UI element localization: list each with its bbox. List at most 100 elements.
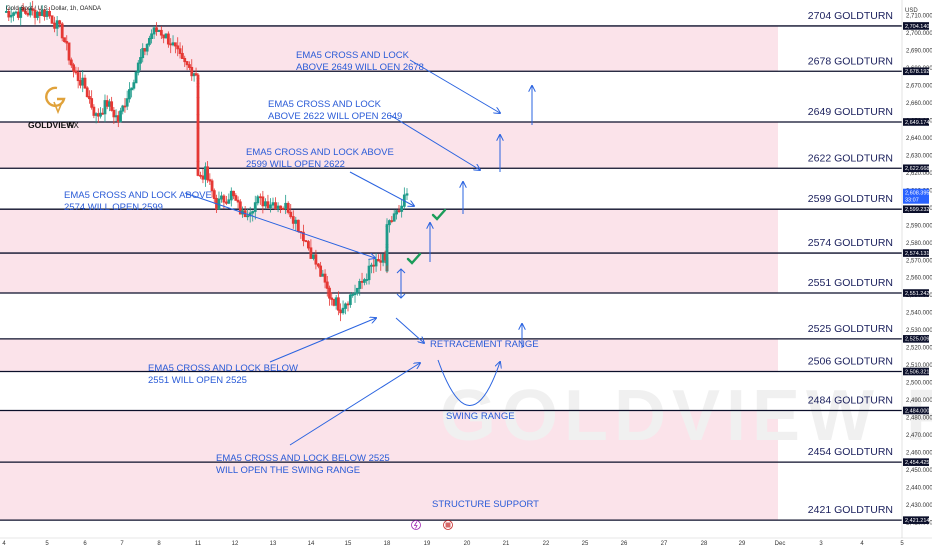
time-tick-label: 4 [2,541,6,547]
candle-body [119,110,122,123]
candle-body [258,196,262,199]
candle-body [141,48,145,59]
swing-curve-icon [437,359,500,406]
candle-body [176,45,180,50]
candle-body [143,48,147,52]
candle-body [67,42,71,61]
candle-body [328,287,331,299]
checkmark-icon [431,208,447,221]
annotation-line: EMA5 CROSS AND LOCK BELOW [148,363,298,374]
annotation-line: EMA5 CROSS AND LOCK [268,99,382,110]
candle-body [4,10,8,13]
candle-body [136,62,140,73]
price-tick-label: 2,540.000 [906,311,932,317]
candle-body [370,264,373,267]
candle-body [390,220,394,222]
candle-body [31,8,35,11]
candle-body [125,98,129,107]
candle-body [309,247,313,259]
candle-body [314,254,318,265]
level-label: 2649 GOLDTURN [808,106,893,118]
price-tick-label: 2,480.000 [906,415,932,421]
price-tick-label: 2,640.000 [906,136,932,142]
price-tick-label: 2,490.000 [906,398,932,404]
candle-body [85,87,89,98]
candle-body [72,64,75,72]
candle-body [319,265,323,277]
candle-body [48,10,51,17]
candle-body [302,231,305,242]
time-tick-label: 11 [195,541,202,547]
swing-range-label: SWING RANGE [446,411,515,422]
candle-body [334,297,338,306]
time-tick-label: 22 [543,541,550,547]
candle-body [212,190,216,199]
price-tick-label: 2,520.000 [906,346,932,352]
candle-body [40,9,44,16]
candle-body [63,37,66,43]
level-label: 2599 GOLDTURN [808,193,893,205]
candle-body [164,33,168,39]
watermark-text: GOLDVIEW FX [440,376,932,456]
price-tick-label: 2,590.000 [906,223,932,229]
candle-body [159,29,163,36]
price-tick-label: 2,440.000 [906,485,932,491]
price-tick-label: 2,560.000 [906,276,932,282]
candle-body [83,77,87,89]
candle-body [232,190,235,197]
candle-body [332,298,336,306]
level-label: 2678 GOLDTURN [808,55,893,67]
candle-body [388,220,391,226]
current-price-text: 2,608.395 [905,191,929,197]
arrow-icon [289,363,420,446]
level-price-tag-text: 2,525.009 [905,337,929,343]
candle-body [379,260,383,263]
candle-body [96,113,100,117]
annotation-line: EMA5 CROSS AND LOCK [296,50,410,61]
candle-body [208,179,212,182]
candle-body [246,215,250,218]
candle-body [236,199,240,203]
checkmark-icon [406,252,422,265]
candle-body [224,201,228,204]
candle-body [253,202,257,212]
candle-body [145,43,149,52]
price-tick-label: 2,470.000 [906,433,932,439]
candle-body [367,265,371,281]
arrow-icon [269,318,376,363]
candle-body [339,309,343,314]
candle-body [274,202,277,210]
level-price-tag [903,289,929,297]
candle-body [50,15,54,24]
candle-body [7,10,11,18]
time-tick-label: 18 [384,541,391,547]
candle-body [264,201,267,207]
arrow-icon [396,268,406,299]
candle-body [238,201,242,215]
price-tick-label: 2,530.000 [906,328,932,334]
candle-body [162,34,166,39]
candle-body [266,201,270,209]
candle-body [405,193,409,196]
candle-body [269,204,272,209]
time-axis[interactable]: 4 5 6 7 8 11 12 13 14 15 18 19 20 21 22 25 26 27 28 29 Dec 3 4… [2,541,904,547]
price-tick-label: 2,700.000 [906,31,932,37]
candle-body [185,61,189,66]
level-label: 2484 GOLDTURN [808,394,893,406]
time-tick-label: 19 [424,541,431,547]
price-tick-label: 2,670.000 [906,84,932,90]
candle-body [374,258,378,267]
candle-body [400,205,404,212]
candle-body [24,10,27,14]
candle-body [397,210,401,212]
candle-body [171,42,175,46]
candle-body [365,279,369,281]
level-price-tag [903,118,929,126]
candle-body [81,77,85,86]
candle-body [79,80,82,86]
annotation-line: ABOVE 2622 WILL OPEN 2649 [268,111,402,122]
price-tick-label: 2,510.000 [906,363,932,369]
candle-body [251,210,255,214]
level-price-tag [903,249,929,257]
